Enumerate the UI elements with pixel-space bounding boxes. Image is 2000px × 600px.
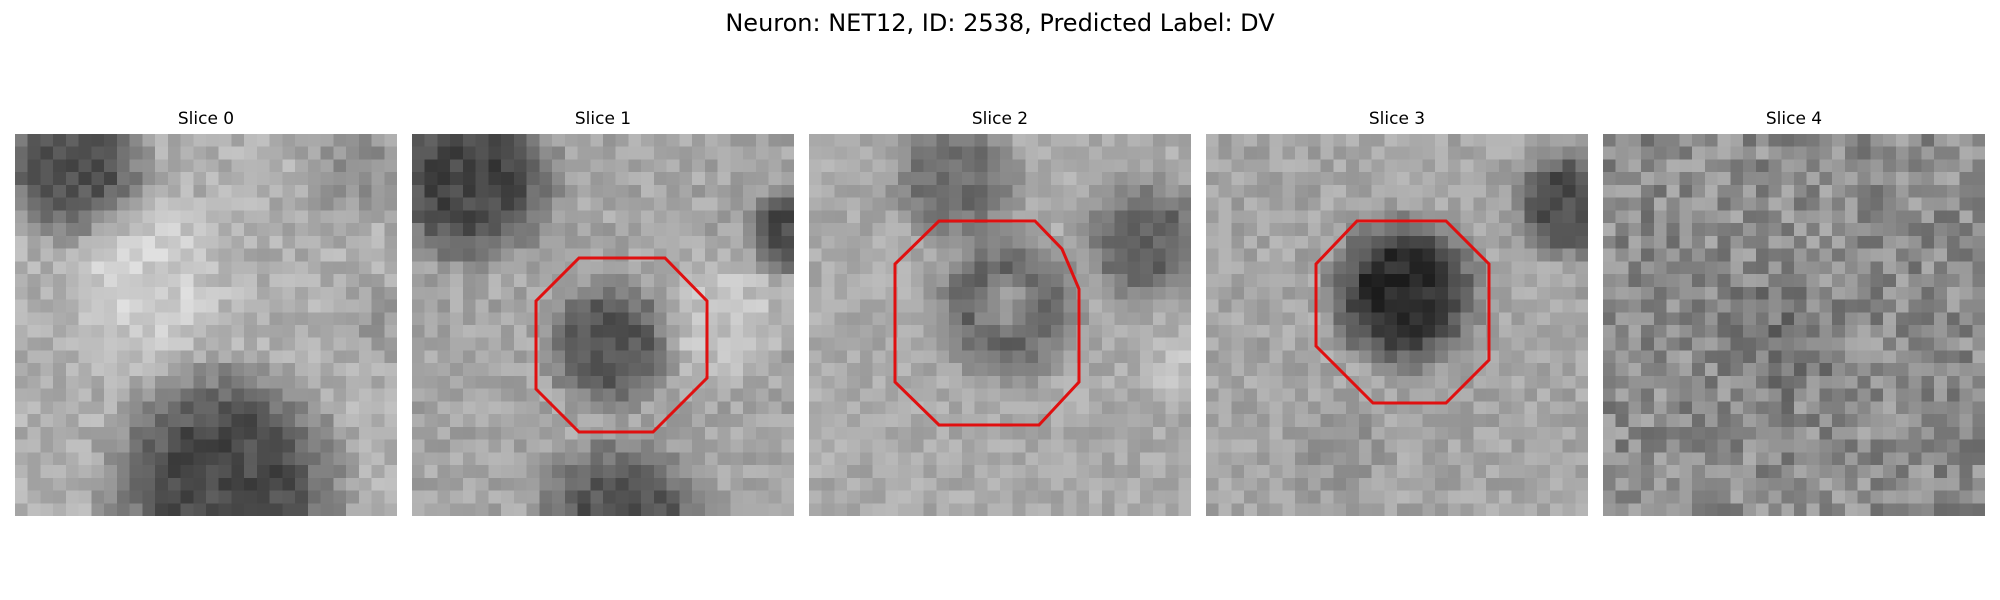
slice-panel-1: Slice 1 bbox=[412, 108, 794, 516]
slice-title-1: Slice 1 bbox=[574, 109, 632, 129]
slice-panel-4: Slice 4 bbox=[1603, 108, 1985, 516]
slice-image-pixels-3 bbox=[1206, 134, 1588, 516]
slice-image-pixels-1 bbox=[412, 134, 794, 516]
slice-panel-2: Slice 2 bbox=[809, 108, 1191, 516]
slice-title-4: Slice 4 bbox=[1765, 109, 1823, 129]
slice-image-pixels-2 bbox=[809, 134, 1191, 516]
slice-image-0 bbox=[15, 134, 397, 516]
slice-title-2: Slice 2 bbox=[971, 109, 1029, 129]
slice-panel-3: Slice 3 bbox=[1206, 108, 1588, 516]
roi-overlay-3 bbox=[1314, 219, 1491, 405]
slice-image-1 bbox=[412, 134, 794, 516]
roi-outline-1 bbox=[534, 256, 709, 434]
slice-image-2 bbox=[809, 134, 1191, 516]
slice-image-pixels-4 bbox=[1603, 134, 1985, 516]
figure-title: Neuron: NET12, ID: 2538, Predicted Label… bbox=[725, 9, 1275, 37]
slice-image-3 bbox=[1206, 134, 1588, 516]
roi-outline-2 bbox=[893, 219, 1081, 427]
roi-overlay-2 bbox=[893, 219, 1081, 427]
slice-image-4 bbox=[1603, 134, 1985, 516]
slice-image-pixels-0 bbox=[15, 134, 397, 516]
roi-overlay-1 bbox=[534, 256, 709, 434]
slice-title-0: Slice 0 bbox=[177, 109, 235, 129]
slice-panel-0: Slice 0 bbox=[15, 108, 397, 516]
slice-title-3: Slice 3 bbox=[1368, 109, 1426, 129]
roi-outline-3 bbox=[1314, 219, 1491, 405]
